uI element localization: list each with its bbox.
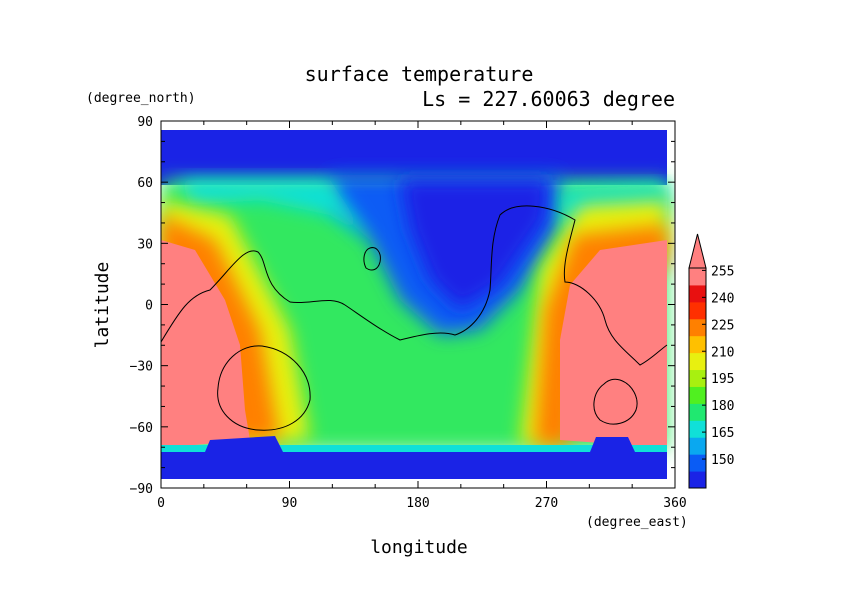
x-axis-label: longitude — [370, 537, 468, 558]
colorbar-label: 240 — [711, 291, 734, 306]
y-tick-label: 30 — [137, 237, 153, 252]
colorbar-label: 165 — [711, 426, 734, 441]
colorbar-segment — [689, 386, 706, 404]
colorbar-segment — [689, 437, 706, 455]
temperature-field — [161, 121, 675, 488]
colorbar-segment — [689, 301, 706, 320]
x-units-label: (degree_east) — [586, 515, 688, 530]
chart-subtitle: Ls = 227.60063 degree — [422, 87, 675, 111]
y-axis: 90 60 30 0 −30 −60 −90 — [130, 115, 675, 497]
south-cap — [161, 436, 667, 479]
colorbar-extend-arrow — [688, 233, 707, 269]
south-pole-edge-band — [161, 445, 667, 453]
colorbar-segment — [689, 352, 706, 371]
x-tick-label: 360 — [663, 496, 686, 511]
colorbar-label: 225 — [711, 318, 734, 333]
chart-title: surface temperature — [305, 62, 534, 86]
colorbar: 150 165 180 195 210 225 240 255 — [688, 233, 734, 489]
x-axis: 0 90 180 270 360 — [157, 121, 687, 511]
y-tick-label: 0 — [145, 299, 153, 314]
y-tick-label: 60 — [137, 176, 153, 191]
cyan-fringe — [180, 180, 370, 240]
temperature-contours — [161, 130, 667, 479]
colorbar-label: 255 — [711, 264, 734, 279]
colorbar-segment — [689, 471, 706, 489]
colorbar-segment — [689, 284, 706, 303]
contour-loop-1 — [217, 345, 311, 431]
y-axis-label: latitude — [92, 262, 113, 349]
x-tick-label: 180 — [406, 496, 429, 511]
colorbar-segment — [689, 454, 706, 472]
contour-line-west — [161, 205, 668, 366]
colorbar-label: 210 — [711, 345, 734, 360]
colorbar-segment — [689, 268, 706, 286]
colorbar-segment — [689, 335, 706, 354]
contour-loop-2 — [363, 247, 381, 271]
colorbar-label: 150 — [711, 453, 734, 468]
colorbar-segment — [689, 403, 706, 421]
contour-loop-3 — [593, 378, 638, 425]
y-tick-label: 90 — [137, 115, 153, 130]
y-units-label: (degree_north) — [86, 91, 196, 106]
y-tick-label: −60 — [130, 421, 153, 436]
x-tick-label: 90 — [282, 496, 298, 511]
colorbar-label: 180 — [711, 399, 734, 414]
warm-region-west — [161, 240, 250, 448]
y-tick-label: −30 — [130, 360, 153, 375]
colorbar-segment — [689, 318, 706, 337]
topography-contours — [161, 205, 668, 431]
colorbar-label: 195 — [711, 372, 734, 387]
y-tick-label: −90 — [130, 482, 153, 497]
cold-core — [400, 180, 550, 310]
x-tick-label: 0 — [157, 496, 165, 511]
x-tick-label: 270 — [535, 496, 558, 511]
colorbar-segment — [689, 369, 706, 387]
colorbar-segment — [689, 420, 706, 438]
